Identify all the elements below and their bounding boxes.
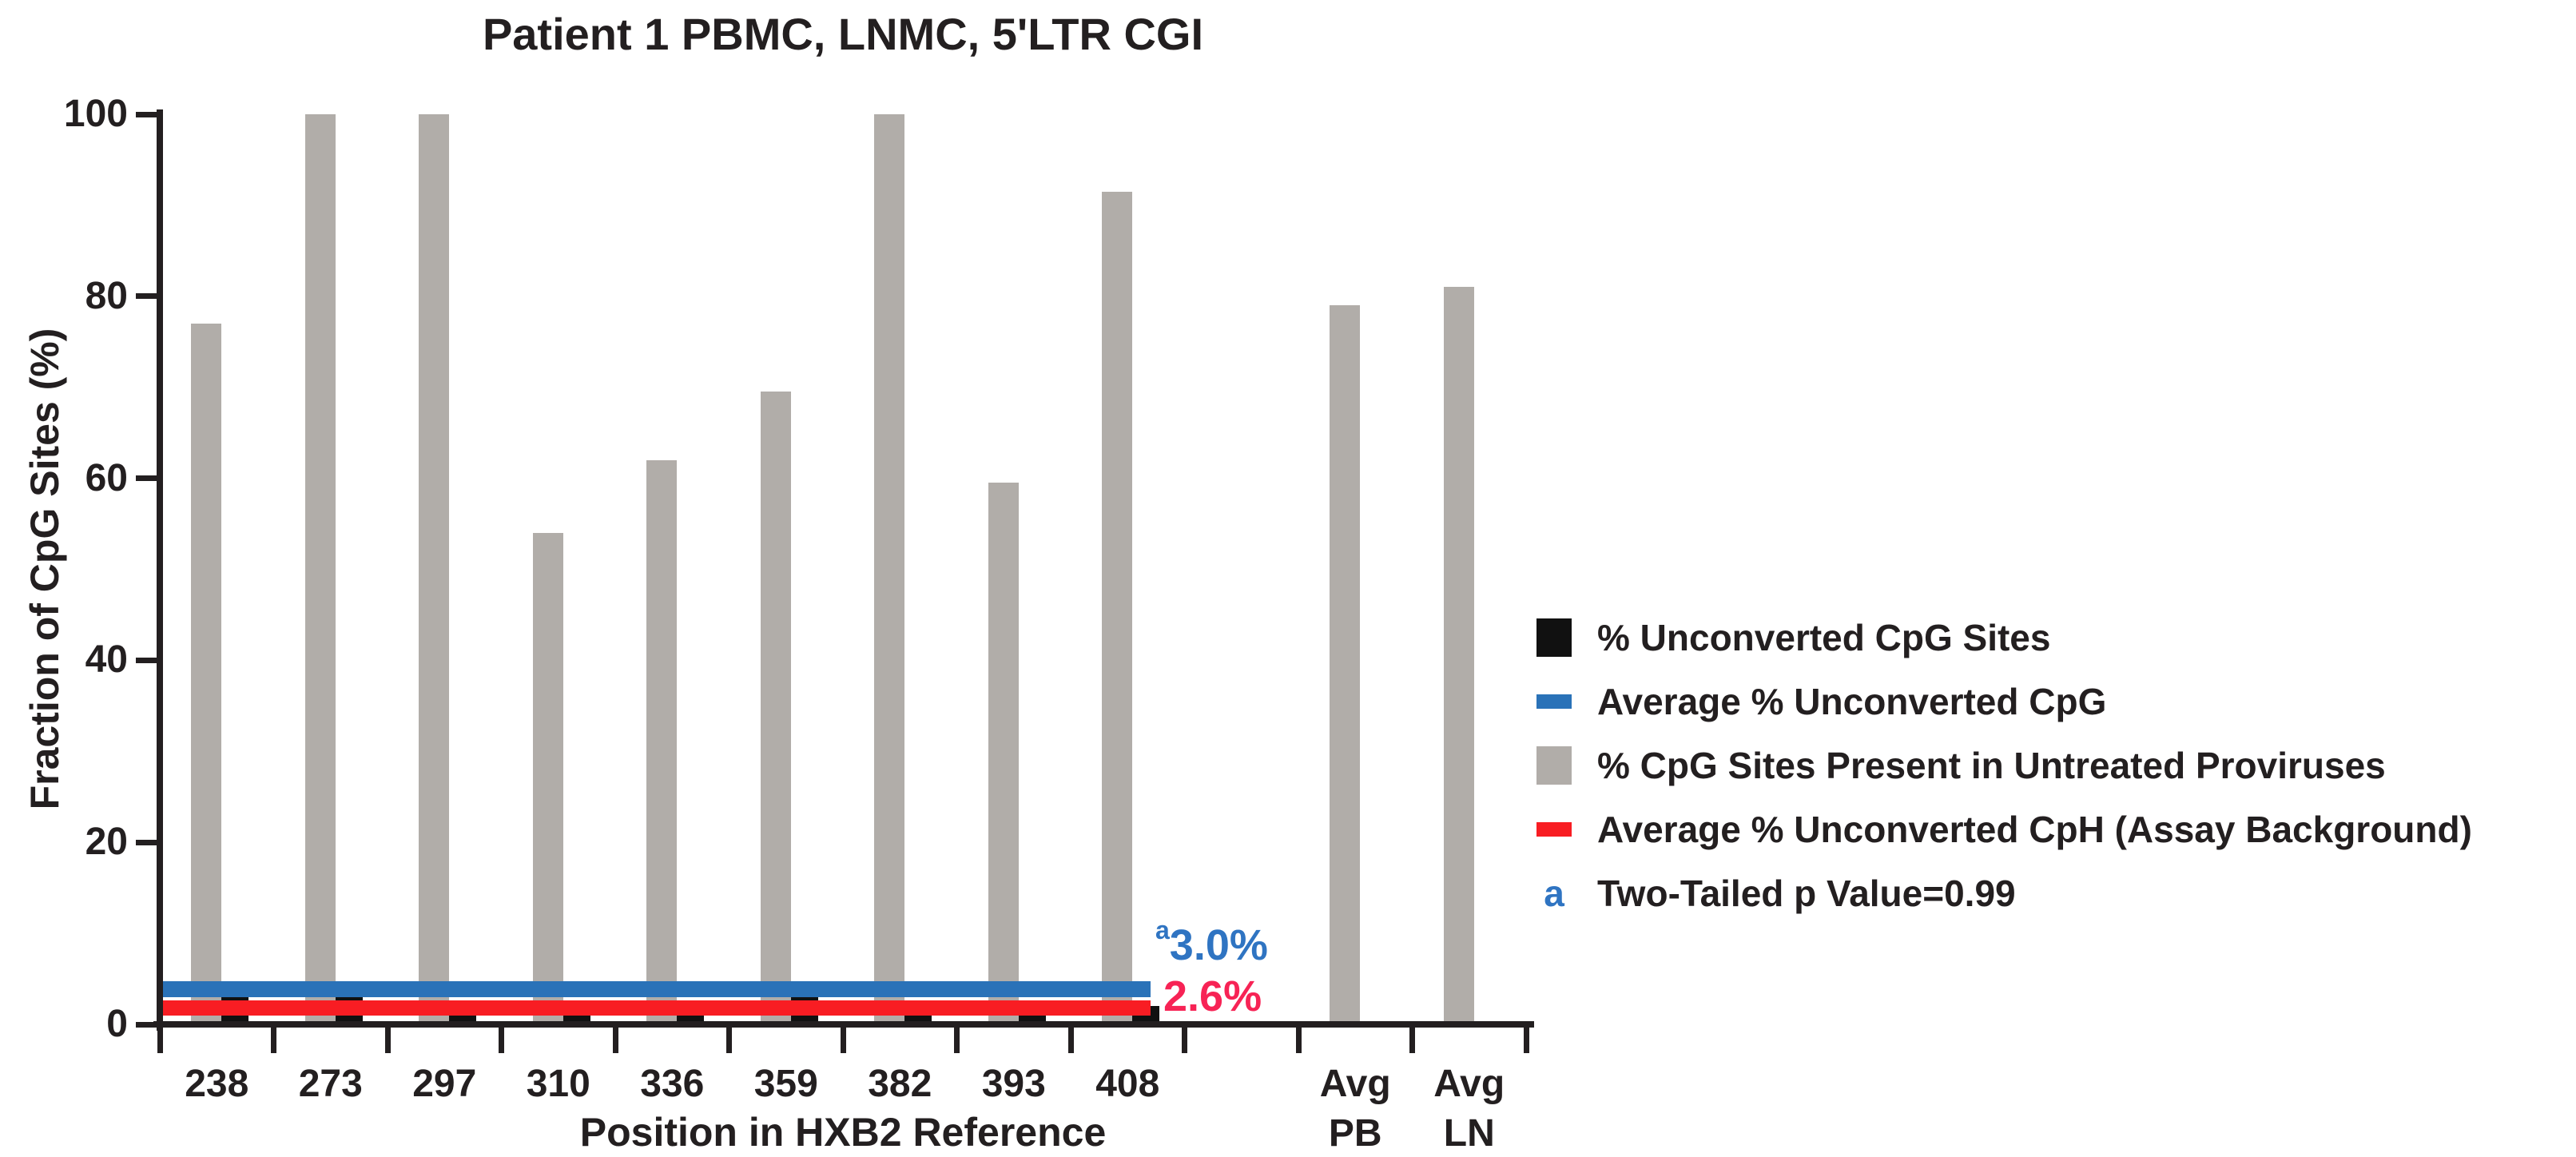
y-tick-60 xyxy=(136,475,157,482)
annotation-avg-unconverted-cpg: a3.0% xyxy=(1155,917,1268,970)
reference-line-avg-unconverted-cpg xyxy=(160,980,1151,997)
annotation-avg-cph-value: 2.6% xyxy=(1163,972,1262,1020)
annotation-footnote-marker: a xyxy=(1155,916,1170,944)
bar-untreated-avg-ln xyxy=(1443,287,1474,1028)
x-tick-0 xyxy=(157,1028,163,1053)
x-tick-4 xyxy=(612,1028,618,1053)
legend-label-4: Two-Tailed p Value=0.99 xyxy=(1597,873,2016,914)
bar-untreated-408 xyxy=(1102,191,1133,1028)
x-tick-8 xyxy=(1067,1028,1074,1053)
gray-square xyxy=(1536,746,1572,785)
x-tick-12 xyxy=(1523,1028,1529,1053)
x-tick-label-359: 359 xyxy=(753,1063,818,1105)
y-tick-label-20: 20 xyxy=(85,821,128,864)
reference-line-avg-unconverted-cph xyxy=(160,1000,1151,1016)
x-tick-1 xyxy=(271,1028,276,1053)
y-tick-label-100: 100 xyxy=(63,93,128,135)
bar-untreated-238 xyxy=(191,323,222,1028)
y-axis-line xyxy=(157,109,163,1031)
annotation-avg-unconverted-cph: 2.6% xyxy=(1163,972,1262,1021)
bar-untreated-359 xyxy=(760,392,791,1028)
x-tick-label-238: 238 xyxy=(185,1063,249,1105)
x-axis-line xyxy=(153,1021,1534,1028)
gray-square-icon xyxy=(1536,746,1572,785)
annotation-avg-cpg-value: 3.0% xyxy=(1169,921,1268,969)
legend-label-2: % CpG Sites Present in Untreated Proviru… xyxy=(1597,745,2386,786)
y-tick-label-60: 60 xyxy=(85,456,128,499)
x-tick-label-273: 273 xyxy=(298,1063,363,1105)
x-tick-5 xyxy=(726,1028,732,1053)
y-tick-100 xyxy=(136,111,157,117)
y-tick-80 xyxy=(136,293,157,300)
y-tick-label-40: 40 xyxy=(85,638,128,682)
blue-bar-icon xyxy=(1536,694,1572,709)
x-tick-3 xyxy=(499,1028,504,1053)
bar-untreated-336 xyxy=(646,459,678,1028)
legend-row-2: % CpG Sites Present in Untreated Proviru… xyxy=(1536,734,2472,797)
bar-untreated-310 xyxy=(532,532,563,1028)
blue-bar xyxy=(1536,694,1572,709)
red-bar-icon xyxy=(1536,822,1572,837)
x-tick-6 xyxy=(840,1028,846,1053)
legend: % Unconverted CpG Sites Average % Unconve… xyxy=(1536,606,2472,925)
x-tick-label-408: 408 xyxy=(1095,1063,1160,1105)
bar-untreated-273 xyxy=(304,114,336,1028)
x-tick-label-297: 297 xyxy=(412,1063,477,1105)
letter-a-icon: a xyxy=(1536,872,1572,915)
x-axis-title: Position in HXB2 Reference xyxy=(579,1110,1107,1155)
legend-label-3: Average % Unconverted CpH (Assay Backgro… xyxy=(1597,809,2472,850)
x-tick-label-avg-ln: Avg LN xyxy=(1433,1063,1505,1155)
y-tick-40 xyxy=(136,657,157,663)
x-tick-label-310: 310 xyxy=(526,1063,590,1105)
x-tick-7 xyxy=(954,1028,960,1053)
bar-untreated-avg-pb xyxy=(1330,305,1361,1028)
bar-untreated-393 xyxy=(988,483,1019,1028)
x-tick-2 xyxy=(384,1028,391,1053)
legend-row-4: a Two-Tailed p Value=0.99 xyxy=(1536,861,2472,925)
y-tick-20 xyxy=(136,839,157,845)
legend-label-0: % Unconverted CpG Sites xyxy=(1597,617,2051,658)
y-tick-label-0: 0 xyxy=(106,1003,128,1045)
x-tick-label-382: 382 xyxy=(868,1063,932,1105)
bar-untreated-382 xyxy=(874,114,905,1028)
x-tick-10 xyxy=(1295,1028,1302,1053)
black-square-icon xyxy=(1536,618,1572,657)
legend-row-3: Average % Unconverted CpH (Assay Backgro… xyxy=(1536,797,2472,861)
black-square xyxy=(1536,618,1572,657)
legend-label-1: Average % Unconverted CpG xyxy=(1597,681,2107,722)
red-bar xyxy=(1536,822,1572,837)
legend-row-0: % Unconverted CpG Sites xyxy=(1536,606,2472,670)
legend-row-1: Average % Unconverted CpG xyxy=(1536,670,2472,734)
y-tick-0 xyxy=(136,1021,157,1028)
x-tick-label-393: 393 xyxy=(981,1063,1046,1105)
x-tick-label-336: 336 xyxy=(640,1063,705,1105)
bar-untreated-297 xyxy=(419,114,450,1028)
x-tick-11 xyxy=(1409,1028,1415,1053)
x-tick-9 xyxy=(1182,1028,1187,1053)
letter-a: a xyxy=(1544,873,1564,914)
chart-title: Patient 1 PBMC, LNMC, 5'LTR CGI xyxy=(482,9,1204,59)
x-tick-label-avg-pb: Avg PB xyxy=(1319,1063,1391,1155)
y-tick-label-80: 80 xyxy=(85,274,128,317)
